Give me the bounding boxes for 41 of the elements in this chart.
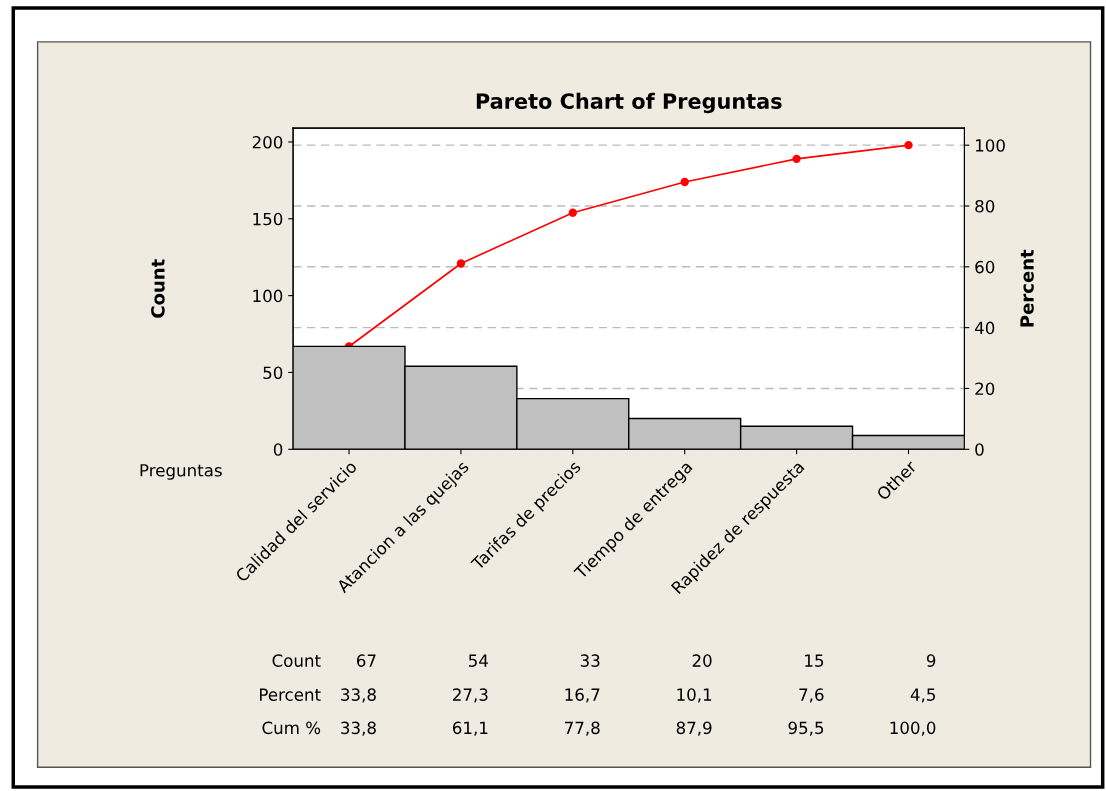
text: Percent: [260, 688, 321, 701]
y2-axis-title: Percent: [1020, 249, 1034, 327]
point: [568, 208, 577, 217]
x-axis-title: Preguntas: [140, 464, 222, 480]
y-axis-title: Count: [151, 259, 165, 318]
data-label: 87,9: [676, 721, 712, 736]
text: 16,7: [565, 688, 600, 703]
data-label: 67: [356, 654, 376, 667]
data-label: 54: [468, 654, 488, 667]
y2-tick-label: 80: [975, 199, 995, 213]
y-tick-label: 100: [253, 289, 283, 303]
y2-tick-label: 40: [974, 321, 995, 335]
data-label: 33,8: [341, 721, 376, 736]
text: 27,3: [453, 688, 488, 703]
y2-tick-label: 20: [975, 382, 995, 396]
text: 7,6: [799, 688, 824, 703]
y2-tick-label: 60: [975, 260, 995, 274]
y2-tick-label: 0: [975, 443, 984, 456]
text: 33,8: [341, 688, 376, 703]
data-label: 95,5: [788, 721, 824, 736]
y2-tick-label: 100: [975, 139, 1005, 152]
data-label: 61,1: [452, 721, 488, 736]
text: 10,1: [677, 688, 712, 703]
text: Cum %: [262, 721, 321, 735]
data-label: 9: [926, 654, 936, 667]
point: [680, 177, 689, 187]
data-label: 100,0: [890, 721, 936, 736]
y-tick-label: 50: [263, 366, 283, 380]
y-tick-label: 150: [253, 212, 283, 226]
data-label: 20: [692, 654, 712, 667]
text: 4,5: [910, 688, 935, 703]
data-label: 33: [580, 654, 600, 667]
point: [904, 141, 913, 150]
point: [792, 154, 801, 164]
chart-title: Pareto Chart of Preguntas: [476, 92, 782, 114]
data-label: 15: [805, 654, 824, 667]
data-label: 77,8: [565, 721, 600, 736]
text: Count: [272, 654, 321, 667]
point: [456, 259, 466, 268]
y-tick-label: 0: [273, 443, 283, 456]
y-tick-label: 200: [252, 135, 283, 149]
